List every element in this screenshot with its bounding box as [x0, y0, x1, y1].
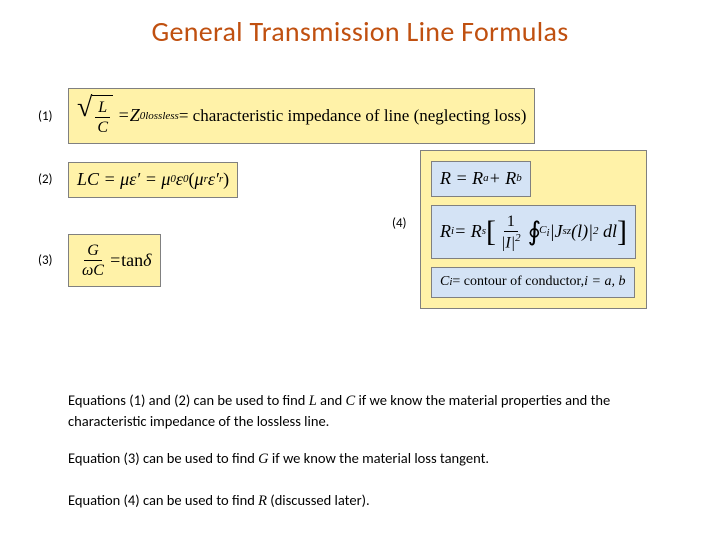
eq3-box: GωC = tan δ: [68, 234, 161, 287]
equation-3-row: (3) GωC = tan δ: [38, 234, 161, 287]
eq1-label: (1): [38, 109, 68, 124]
desc-p1: Equations (1) and (2) can be used to fin…: [68, 390, 680, 432]
eq4-label: (4): [392, 150, 420, 231]
eq2-label: (2): [38, 172, 68, 187]
desc-p3: Equation (4) can be used to find R (disc…: [68, 490, 680, 511]
page-title: General Transmission Line Formulas: [0, 0, 720, 49]
eq4-line2-box: Ri = Rs [ 1|I|2 ∮Ci |Jsz(l)|2 dl ]: [431, 205, 636, 260]
equation-2-row: (2) LC = με′ = μ0ε0(μrε′r): [38, 162, 238, 198]
desc-p2: Equation (3) can be used to find G if we…: [68, 448, 680, 469]
eq4-caption-box: Ci = contour of conductor, i = a, b: [431, 267, 635, 298]
eq1-box: √LC = Z0lossless = characteristic impeda…: [68, 88, 535, 144]
eq4-outer-box: R = Ra + Rb Ri = Rs [ 1|I|2 ∮Ci |Jsz(l)|…: [420, 150, 647, 309]
eq1-desc: = characteristic impedance of line (negl…: [179, 106, 527, 126]
eq3-label: (3): [38, 253, 68, 268]
equation-4-group: (4) R = Ra + Rb Ri = Rs [ 1|I|2 ∮Ci |Jsz…: [392, 150, 647, 309]
equation-1-row: (1) √LC = Z0lossless = characteristic im…: [38, 88, 535, 144]
eq4-line1-box: R = Ra + Rb: [431, 161, 531, 197]
eq2-box: LC = με′ = μ0ε0(μrε′r): [68, 162, 238, 198]
